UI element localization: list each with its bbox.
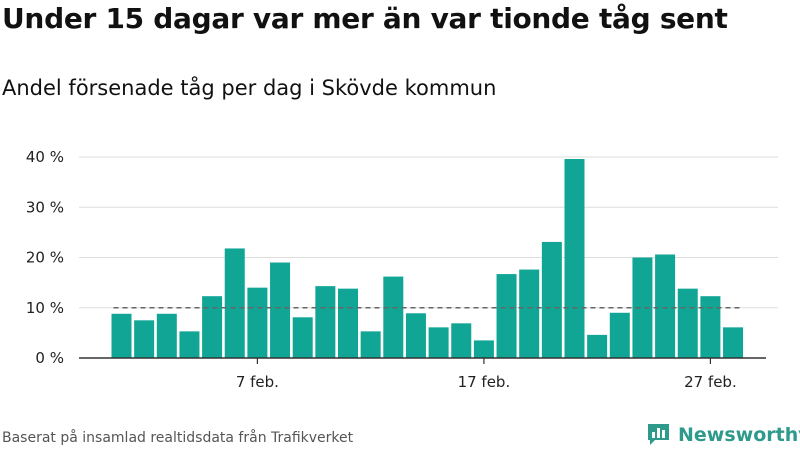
x-tick-label: 7 feb. bbox=[236, 373, 279, 391]
bar bbox=[383, 276, 404, 358]
bar bbox=[723, 327, 744, 358]
source-note: Baserat på insamlad realtidsdata från Tr… bbox=[2, 430, 354, 446]
bar bbox=[405, 313, 426, 358]
chart-title: Under 15 dagar var mer än var tionde tåg… bbox=[2, 2, 728, 35]
bar bbox=[224, 248, 245, 358]
bar bbox=[473, 340, 494, 358]
bar bbox=[156, 313, 177, 358]
bar bbox=[134, 320, 155, 358]
brand-name: Newsworthy bbox=[678, 423, 800, 446]
x-axis-labels: 7 feb. 17 feb. 27 feb. bbox=[236, 373, 737, 391]
bar bbox=[609, 312, 630, 358]
y-tick-label: 40 % bbox=[26, 148, 64, 166]
bar bbox=[338, 288, 358, 358]
bar bbox=[247, 287, 268, 358]
brand-logo: Newsworthy bbox=[645, 421, 800, 448]
y-tick-label: 20 % bbox=[26, 249, 64, 267]
bar bbox=[111, 313, 132, 358]
bar bbox=[655, 254, 676, 358]
bar bbox=[632, 257, 653, 358]
bar bbox=[587, 334, 608, 358]
bar bbox=[677, 288, 698, 358]
x-tick-label: 17 feb. bbox=[458, 373, 511, 391]
bar bbox=[315, 286, 336, 358]
bar bbox=[541, 241, 562, 358]
bar bbox=[428, 327, 449, 358]
bar bbox=[451, 323, 472, 358]
bar bbox=[202, 296, 223, 358]
chart-subtitle: Andel försenade tåg per dag i Skövde kom… bbox=[2, 76, 497, 100]
bar bbox=[360, 331, 381, 358]
y-axis-labels: 0 % 10 % 20 % 30 % 40 % bbox=[26, 148, 64, 367]
bar bbox=[564, 159, 585, 358]
bar bbox=[270, 262, 291, 358]
newsworthy-logo-icon bbox=[648, 424, 669, 445]
x-tick-label: 27 feb. bbox=[684, 373, 737, 391]
x-axis bbox=[79, 357, 766, 364]
y-tick-label: 10 % bbox=[26, 299, 64, 317]
bars bbox=[111, 159, 744, 358]
y-tick-label: 30 % bbox=[26, 198, 64, 216]
bar bbox=[292, 317, 313, 358]
bar bbox=[496, 274, 517, 358]
bar bbox=[700, 296, 721, 358]
y-tick-label: 0 % bbox=[35, 349, 64, 367]
bar bbox=[179, 331, 200, 358]
bar bbox=[519, 269, 540, 358]
